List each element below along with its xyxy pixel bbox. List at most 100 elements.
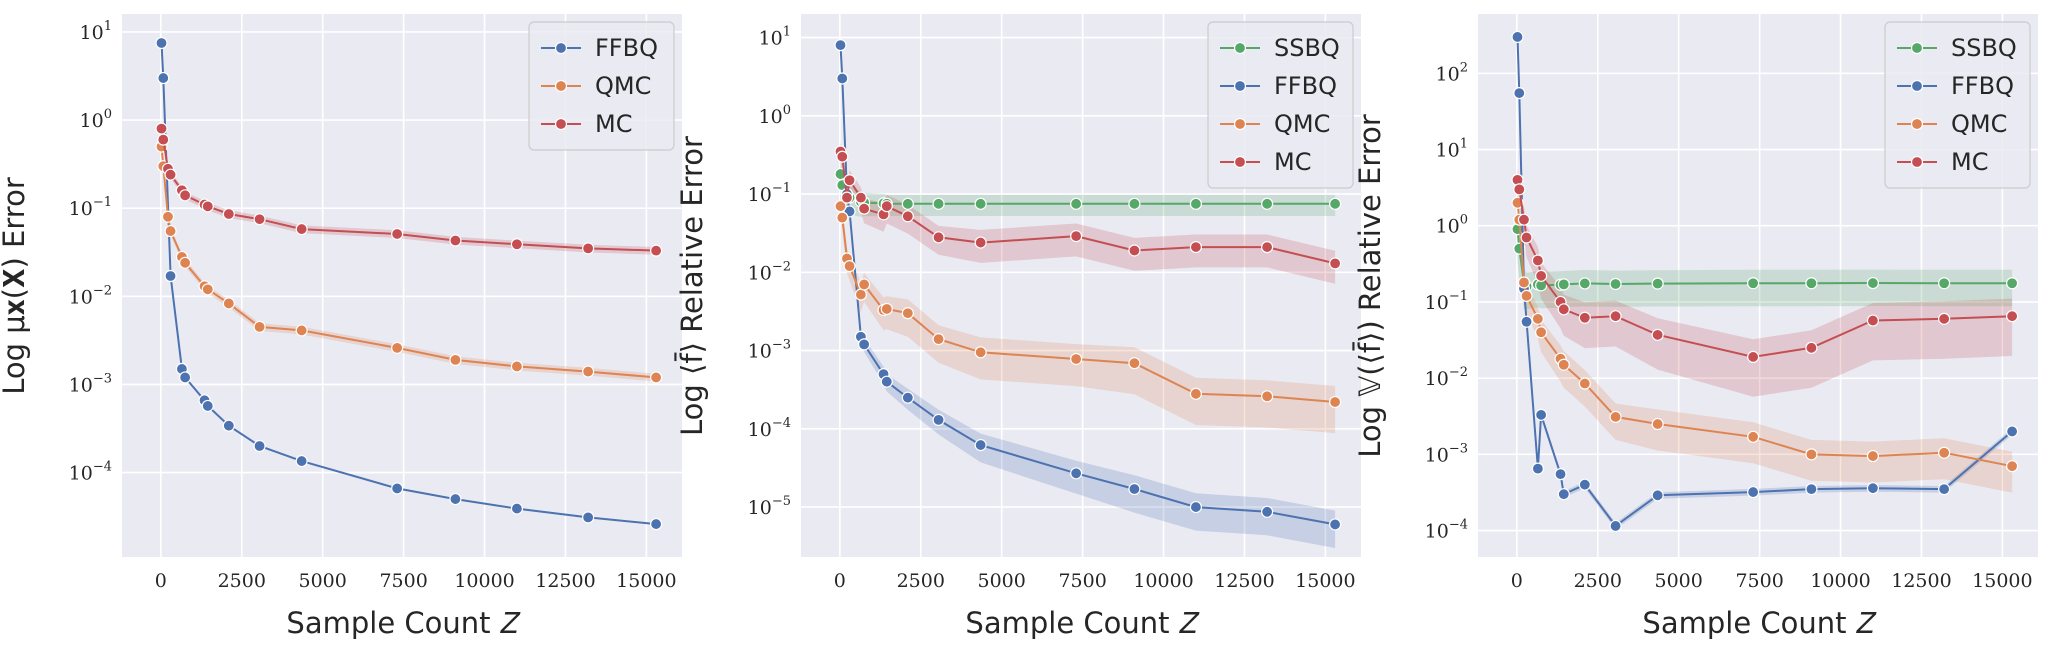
y-tick-label: 10−4 xyxy=(1425,518,1468,543)
data-point-qmc xyxy=(1531,312,1544,325)
data-point-ffbq xyxy=(1805,483,1818,496)
data-point-qmc xyxy=(1535,326,1548,339)
x-tick-label: 0 xyxy=(1511,570,1523,592)
y-tick-exponent: −1 xyxy=(93,195,112,210)
legend-box xyxy=(1884,21,2031,189)
data-point-ssbq xyxy=(1189,197,1203,210)
data-point-mc xyxy=(1535,269,1548,282)
data-point-ffbq xyxy=(858,338,871,351)
data-point-mc xyxy=(854,191,867,204)
legend-marker xyxy=(1910,155,1924,169)
data-point-ffbq xyxy=(201,399,214,413)
legend-label-mc: MC xyxy=(1951,148,1988,176)
data-point-qmc xyxy=(901,307,914,320)
legend-label-qmc: QMC xyxy=(595,72,651,100)
y-tick-label: 10−3 xyxy=(748,338,791,363)
x-tick-label: 7500 xyxy=(379,570,427,592)
data-point-qmc xyxy=(449,353,462,366)
data-layer xyxy=(1511,30,2019,533)
band-ssbq xyxy=(840,160,1336,217)
data-point-qmc xyxy=(1261,390,1274,403)
data-point-mc xyxy=(222,207,235,221)
legend-label-mc: MC xyxy=(595,110,632,138)
legend-marker xyxy=(1910,117,1924,131)
y-tick-base: 10 xyxy=(748,184,772,206)
y-axis-label: Log 𝕍(⟨f̄⟩) Relative Error xyxy=(1353,114,1387,458)
data-point-qmc xyxy=(854,288,867,301)
data-point-mc xyxy=(164,168,177,181)
y-tick-exponent: −3 xyxy=(93,371,112,386)
data-point-ffbq xyxy=(1578,478,1591,491)
y-tick-exponent: −1 xyxy=(1449,289,1468,304)
band-mc xyxy=(161,125,657,255)
band-mc xyxy=(1517,168,2013,397)
data-point-ffbq xyxy=(1938,483,1951,496)
data-point-ffbq xyxy=(1261,505,1274,518)
data-point-qmc xyxy=(1866,449,1880,463)
data-point-ffbq xyxy=(932,413,945,426)
data-point-ffbq xyxy=(834,39,847,52)
y-tick-label: 10−3 xyxy=(1425,441,1468,466)
y-tick-exponent: −4 xyxy=(93,460,112,475)
data-point-mc xyxy=(901,210,914,223)
y-axis-label: Log ⟨f̄⟩ Relative Error xyxy=(675,136,709,436)
data-point-ssbq xyxy=(1578,277,1591,290)
data-point-ssbq xyxy=(1938,277,1951,290)
x-axis-label: Sample Count 𝑍 xyxy=(1642,606,1876,640)
x-tick-label: 10000 xyxy=(454,570,514,592)
data-point-qmc xyxy=(1938,446,1951,459)
data-point-ssbq xyxy=(974,197,987,210)
y-tick-label: 10−4 xyxy=(69,460,112,485)
legend-label-ffbq: FFBQ xyxy=(1274,72,1337,100)
data-point-ffbq xyxy=(1513,86,1526,100)
data-point-qmc xyxy=(1747,430,1760,443)
y-tick-exponent: −2 xyxy=(1449,365,1468,380)
data-point-mc xyxy=(1128,244,1141,257)
legend-marker xyxy=(1910,41,1924,55)
legend-label-ssbq: SSBQ xyxy=(1274,34,1340,62)
data-point-ffbq xyxy=(1747,485,1760,499)
legend-label-ffbq: FFBQ xyxy=(595,34,658,62)
data-point-qmc xyxy=(843,260,856,273)
data-point-mc xyxy=(840,191,854,204)
data-point-qmc xyxy=(650,371,663,384)
y-tick-base: 10 xyxy=(1425,444,1449,466)
x-tick-label: 10000 xyxy=(1133,570,1193,592)
y-tick-exponent: −1 xyxy=(772,181,791,196)
data-point-qmc xyxy=(1520,289,1533,303)
x-tick-label: 5000 xyxy=(978,570,1026,592)
data-point-mc xyxy=(1651,328,1664,341)
y-tick-label: 101 xyxy=(1436,137,1468,162)
data-point-ffbq xyxy=(1609,519,1622,533)
data-point-qmc xyxy=(1070,352,1083,366)
data-point-ffbq xyxy=(1520,315,1533,328)
data-point-ssbq xyxy=(1557,278,1570,291)
data-point-qmc xyxy=(932,333,945,346)
data-point-qmc xyxy=(1651,417,1664,431)
x-tick-label: 15000 xyxy=(616,570,676,592)
data-point-mc xyxy=(2006,310,2019,323)
band-ssbq xyxy=(1517,213,2013,310)
data-point-mc xyxy=(1805,341,1818,354)
data-point-ssbq xyxy=(932,197,945,210)
y-tick-label: 10−1 xyxy=(69,195,112,220)
data-point-ffbq xyxy=(650,517,663,531)
legend-marker xyxy=(1233,155,1247,169)
x-tick-label: 0 xyxy=(155,570,167,592)
legend: SSBQ FFBQ QMC MC xyxy=(1207,21,1354,189)
y-tick-exponent: 0 xyxy=(783,103,791,118)
data-point-ffbq xyxy=(880,375,893,388)
y-tick-base: 10 xyxy=(748,419,772,441)
y-tick-exponent: −2 xyxy=(93,283,112,298)
x-tick-label: 12500 xyxy=(1214,570,1274,592)
data-point-ssbq xyxy=(1128,197,1141,210)
y-tick-label: 102 xyxy=(1436,60,1468,85)
y-tick-label: 10−2 xyxy=(69,283,112,308)
y-tick-label: 100 xyxy=(80,107,112,132)
data-point-mc xyxy=(932,231,945,244)
data-point-ssbq xyxy=(1651,277,1664,290)
data-point-mc xyxy=(1261,240,1274,254)
data-layer xyxy=(155,36,663,531)
y-tick-base: 10 xyxy=(759,28,783,50)
